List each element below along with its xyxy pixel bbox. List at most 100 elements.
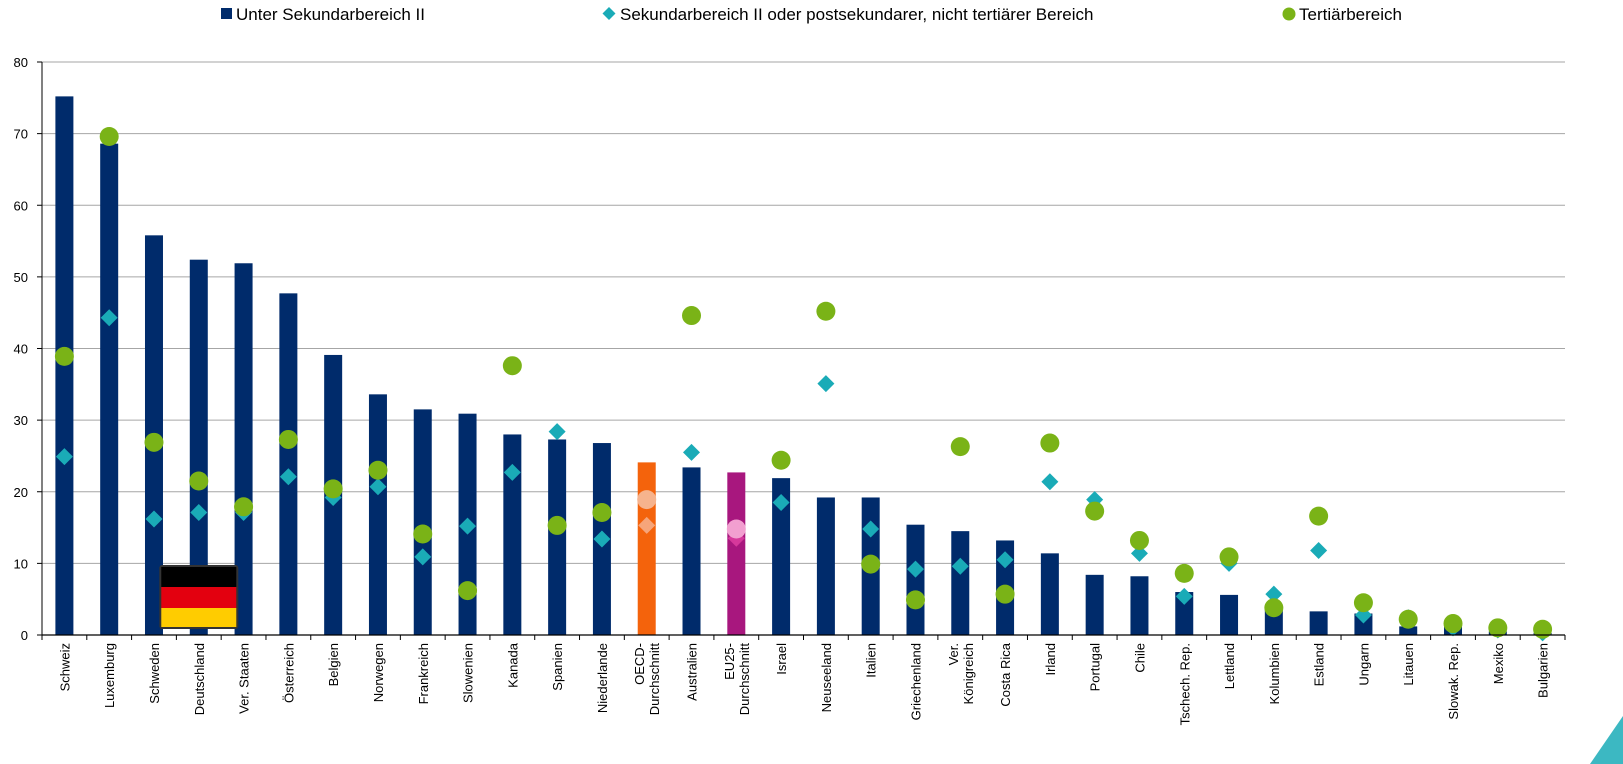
circle-marker [682, 306, 702, 326]
circle-marker [861, 554, 881, 574]
x-tick-label: Israel [774, 643, 789, 675]
svg-text:Kolumbien: Kolumbien [1267, 643, 1282, 704]
circle-marker [547, 515, 567, 535]
diamond-marker [683, 443, 701, 461]
svg-text:Spanien: Spanien [550, 643, 565, 691]
x-axis: Schweiz Luxemburg Schweden Deutschland Ver. … [41, 634, 1566, 725]
x-tick-label: Neuseeland [819, 643, 834, 712]
svg-text:Österreich: Österreich [281, 643, 296, 703]
svg-text:Griechenland: Griechenland [908, 643, 923, 720]
y-tick-label: 80 [14, 55, 28, 70]
bars [55, 96, 1552, 635]
bar [548, 439, 567, 635]
svg-text:EU25-Durchschnitt: EU25-Durchschnitt [722, 643, 752, 716]
svg-text:Slowenien: Slowenien [461, 643, 476, 703]
bar [1040, 553, 1059, 635]
x-tick-label: Deutschland [192, 643, 207, 715]
diamond-marker [1310, 541, 1328, 559]
bar [1399, 626, 1418, 635]
diamond-marker [548, 423, 566, 441]
x-tick-label: Kolumbien [1267, 643, 1282, 704]
y-tick-label: 0 [21, 628, 28, 643]
svg-text:Neuseeland: Neuseeland [819, 643, 834, 712]
x-tick-label: OECD-Durchschnitt [632, 643, 662, 716]
circle-marker [1488, 618, 1508, 638]
x-tick-label: Slowak. Rep. [1446, 643, 1461, 720]
svg-text:Niederlande: Niederlande [595, 643, 610, 713]
diamond-marker [279, 468, 297, 486]
circle-marker [1398, 609, 1418, 629]
bar [727, 472, 746, 635]
bar [413, 409, 432, 635]
corner-decoration [1590, 716, 1623, 764]
svg-text:Luxemburg: Luxemburg [102, 643, 117, 708]
circle-marker [592, 503, 612, 523]
diamond-marker [772, 493, 790, 511]
diamond-marker [369, 478, 387, 496]
x-tick-label: Ver.Königreich [946, 643, 976, 704]
x-tick-label: Belgien [326, 643, 341, 686]
circle-marker [234, 497, 254, 517]
svg-text:Ungarn: Ungarn [1356, 643, 1371, 686]
circle-marker [413, 524, 433, 544]
germany-flag-icon [159, 565, 239, 629]
bar [772, 478, 791, 635]
y-tick-label: 10 [14, 556, 28, 571]
svg-text:Israel: Israel [774, 643, 789, 675]
circle-marker [1533, 619, 1553, 639]
diamond-marker [1175, 587, 1193, 605]
svg-text:Italien: Italien [864, 643, 879, 678]
svg-text:Mexiko: Mexiko [1491, 643, 1506, 684]
svg-text:Tschech. Rep.: Tschech. Rep. [1177, 643, 1192, 725]
svg-text:Schweiz: Schweiz [57, 643, 72, 691]
svg-text:Ver. Staaten: Ver. Staaten [237, 643, 252, 714]
circle-marker [995, 584, 1015, 604]
circle-marker [1309, 506, 1329, 526]
svg-text:Portugal: Portugal [1088, 643, 1103, 692]
legend-label-circle: Tertiärbereich [1299, 5, 1402, 24]
diamond-marker [1265, 585, 1283, 603]
bar [100, 143, 119, 635]
y-tick-label: 40 [14, 342, 28, 357]
diamond-marker [1041, 473, 1059, 491]
svg-text:Kanada: Kanada [505, 642, 520, 688]
diamond-marker [190, 504, 208, 522]
svg-text:Irland: Irland [1043, 643, 1058, 676]
circle-marker [637, 490, 657, 510]
svg-text:Chile: Chile [1132, 643, 1147, 673]
svg-text:Ver.Königreich: Ver.Königreich [946, 643, 976, 704]
bar [682, 467, 701, 635]
circle-marker [950, 437, 970, 457]
svg-text:Estland: Estland [1312, 643, 1327, 686]
y-tick-label: 60 [14, 198, 28, 213]
circle-marker [99, 126, 119, 146]
bar [637, 462, 656, 635]
gridlines [42, 61, 1565, 564]
bar [503, 434, 522, 635]
x-tick-label: Schweiz [57, 643, 72, 691]
svg-text:Lettland: Lettland [1222, 643, 1237, 689]
legend: Unter Sekundarbereich II Sekundarbereich… [221, 5, 1402, 24]
circle-marker [189, 471, 209, 491]
circle-marker [1174, 563, 1194, 583]
circle-marker [323, 479, 343, 499]
x-tick-label: Tschech. Rep. [1177, 643, 1192, 725]
x-tick-label: Ver. Staaten [237, 643, 252, 714]
x-tick-label: Chile [1132, 643, 1147, 673]
y-tick-label: 50 [14, 270, 28, 285]
x-tick-label: Mexiko [1491, 643, 1506, 684]
y-tick-label: 70 [14, 127, 28, 142]
x-tick-label: Slowenien [461, 643, 476, 703]
circle-marker [1219, 547, 1239, 567]
x-tick-label: Österreich [281, 643, 296, 703]
diamond-marker [951, 557, 969, 575]
diamond-marker [996, 551, 1014, 569]
circle-marker [1040, 433, 1060, 453]
x-tick-label: Italien [864, 643, 879, 678]
svg-text:Frankreich: Frankreich [416, 643, 431, 704]
circle-marker [726, 519, 746, 539]
svg-text:OECD-Durchschnitt: OECD-Durchschnitt [632, 643, 662, 716]
svg-text:Schweden: Schweden [147, 643, 162, 704]
bar [906, 524, 925, 635]
